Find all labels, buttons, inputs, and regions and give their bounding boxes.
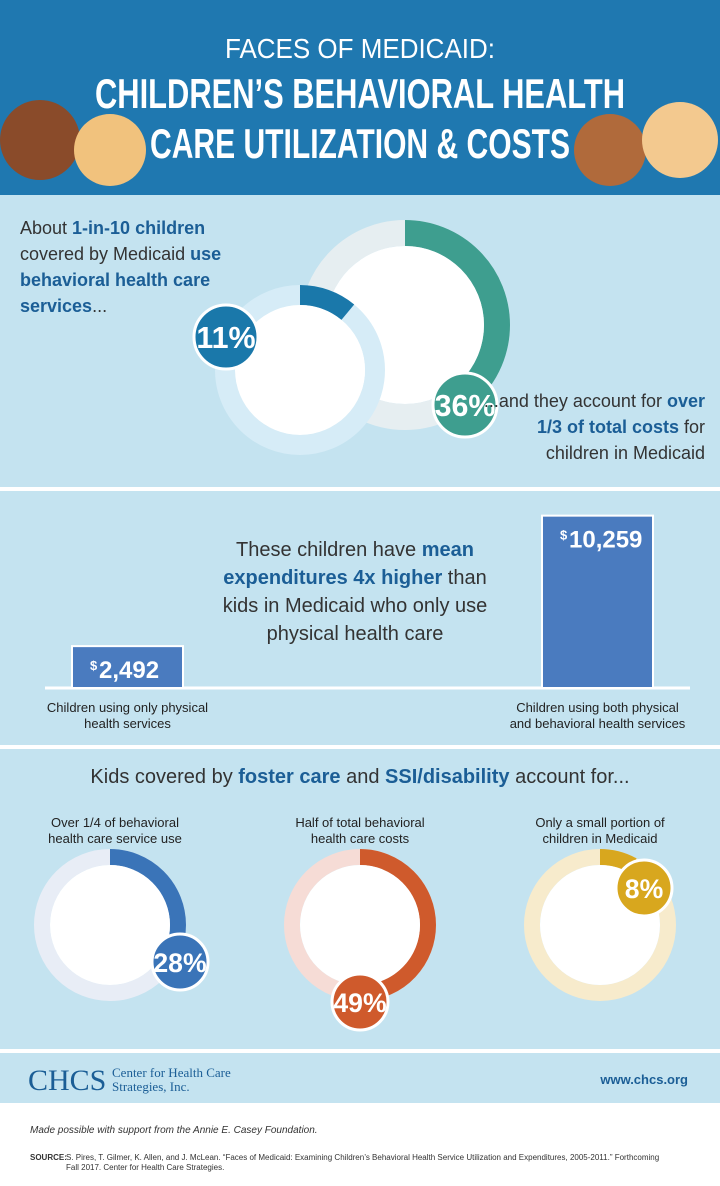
- text: SSI/disability: [385, 766, 510, 788]
- cost-text: ...and they account for over 1/3 of tota…: [470, 388, 705, 466]
- currency: $: [560, 528, 568, 543]
- footer-bg: [0, 1053, 720, 1103]
- bar: [71, 645, 184, 689]
- caption: Half of total behavioral health care cos…: [295, 815, 425, 846]
- badge-label: 49%: [333, 988, 386, 1018]
- donut-arc: [34, 849, 186, 1001]
- text: mean expenditures 4x higher: [223, 539, 474, 589]
- text: and: [340, 766, 386, 788]
- kid: [74, 114, 146, 186]
- text: These children have: [236, 539, 422, 561]
- bar: [541, 514, 654, 689]
- badge: [431, 371, 499, 439]
- org-name: Center for Health Care Strategies, Inc.: [112, 1065, 231, 1094]
- badge-label: 36%: [435, 389, 496, 423]
- donut-arc: [524, 849, 676, 1001]
- donut-arc: [284, 849, 436, 1001]
- text: than kids in Medicaid who only use physi…: [222, 567, 488, 645]
- spending-text: These children have mean expenditures 4x…: [205, 536, 505, 648]
- text: use behavioral health care services: [20, 244, 222, 316]
- text: About: [20, 218, 73, 238]
- text: foster care: [238, 766, 341, 788]
- bar-label: Children using both physical and behavio…: [509, 700, 686, 731]
- donut-inner: [50, 865, 170, 985]
- kid: [642, 102, 718, 178]
- source: S. Pires, T. Gilmer, K. Allen, and J. Mc…: [66, 1153, 660, 1172]
- text: ...: [92, 296, 108, 316]
- kid: [0, 100, 80, 180]
- kid: [574, 114, 646, 186]
- text: ...and they account for: [483, 391, 667, 411]
- caption: Only a small portion of children in Medi…: [535, 815, 665, 846]
- title-line: FACES OF MEDICAID:: [225, 33, 495, 64]
- badge: [614, 858, 674, 918]
- text: 1-in-10 children: [72, 218, 206, 238]
- badge-label: 11%: [196, 321, 255, 355]
- url: www.chcs.org: [600, 1072, 688, 1087]
- badge: [150, 932, 210, 992]
- badge: [192, 303, 260, 371]
- title-line: CHILDREN’S BEHAVIORAL HEALTH: [95, 70, 625, 117]
- title-line: CARE UTILIZATION & COSTS: [150, 120, 570, 167]
- logo: CHCS: [28, 1064, 107, 1097]
- badge-label: 8%: [625, 874, 663, 904]
- donut-arc: [300, 220, 510, 430]
- badge-label: 28%: [153, 948, 206, 978]
- text: for children in Medicaid: [545, 417, 705, 463]
- intro-text: About 1-in-10 children covered by Medica…: [20, 215, 250, 319]
- donut-arc: [215, 285, 385, 455]
- bar-value: 2,492: [99, 657, 159, 684]
- text: over 1/3 of total costs: [536, 391, 705, 437]
- groups-text: Kids covered by foster care and SSI/disa…: [0, 766, 720, 789]
- bar-label: Children using only physical health serv…: [46, 700, 209, 731]
- text: covered by Medicaid: [20, 244, 191, 264]
- text: account for...: [509, 766, 630, 788]
- caption: Over 1/4 of behavioral health care servi…: [48, 815, 182, 846]
- source-label: SOURCE:: [30, 1153, 67, 1162]
- text: Kids covered by: [90, 766, 239, 788]
- donut-inner: [235, 305, 365, 435]
- badge: [330, 972, 390, 1032]
- bar-value: 10,259: [569, 527, 642, 554]
- donut-inner: [300, 865, 420, 985]
- support: Made possible with support from the Anni…: [30, 1125, 318, 1136]
- currency: $: [90, 658, 98, 673]
